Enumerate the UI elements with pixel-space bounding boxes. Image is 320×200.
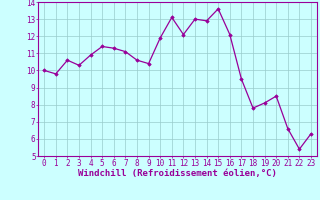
X-axis label: Windchill (Refroidissement éolien,°C): Windchill (Refroidissement éolien,°C) — [78, 169, 277, 178]
